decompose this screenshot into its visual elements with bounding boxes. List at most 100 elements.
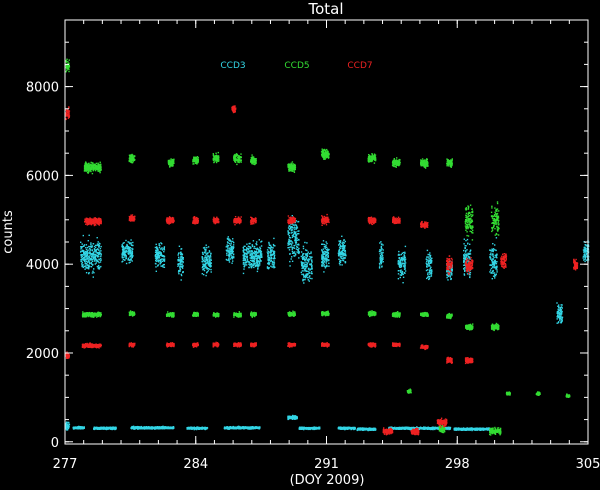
data-point bbox=[240, 427, 243, 429]
data-point bbox=[80, 241, 82, 243]
data-point bbox=[95, 249, 97, 252]
data-point bbox=[100, 245, 102, 248]
data-point bbox=[163, 247, 165, 249]
data-point bbox=[247, 426, 250, 428]
data-point bbox=[157, 259, 159, 261]
data-point bbox=[159, 245, 161, 247]
data-point bbox=[472, 428, 474, 430]
data-point bbox=[208, 264, 211, 266]
data-point bbox=[179, 252, 182, 254]
data-point bbox=[98, 268, 100, 270]
data-point bbox=[97, 427, 100, 429]
data-point bbox=[93, 248, 96, 250]
data-point bbox=[244, 426, 247, 428]
data-point bbox=[180, 256, 182, 258]
data-point bbox=[82, 245, 85, 247]
data-point bbox=[182, 261, 184, 264]
data-point bbox=[180, 248, 183, 250]
data-point bbox=[83, 244, 86, 246]
data-point bbox=[206, 259, 208, 262]
data-point bbox=[208, 251, 211, 253]
data-point bbox=[179, 261, 182, 264]
data-point bbox=[106, 426, 108, 429]
data-point bbox=[98, 249, 100, 251]
data-points bbox=[65, 58, 590, 436]
data-point bbox=[155, 266, 157, 268]
data-point bbox=[287, 418, 289, 420]
data-point bbox=[204, 428, 206, 430]
data-point bbox=[471, 429, 473, 432]
data-point bbox=[179, 260, 181, 262]
data-point bbox=[66, 421, 68, 424]
data-point bbox=[86, 251, 88, 254]
data-point bbox=[192, 428, 195, 430]
data-point bbox=[127, 246, 129, 248]
data-point bbox=[150, 427, 152, 430]
data-point bbox=[209, 264, 212, 266]
data-point bbox=[82, 234, 84, 237]
data-point bbox=[93, 257, 95, 259]
data-point bbox=[370, 429, 372, 431]
data-point bbox=[158, 246, 161, 249]
data-point bbox=[98, 246, 100, 248]
data-point bbox=[246, 427, 249, 429]
data-point bbox=[86, 250, 88, 252]
data-point bbox=[430, 428, 433, 430]
data-point bbox=[182, 257, 184, 259]
data-point bbox=[163, 428, 165, 430]
data-point bbox=[154, 254, 157, 256]
data-point bbox=[161, 258, 163, 260]
data-point bbox=[94, 427, 96, 429]
data-point bbox=[87, 249, 89, 251]
data-point bbox=[181, 253, 184, 256]
data-point bbox=[156, 248, 159, 250]
data-point bbox=[160, 242, 162, 244]
data-point bbox=[229, 247, 231, 249]
data-point bbox=[201, 267, 204, 269]
data-point bbox=[85, 253, 87, 255]
data-point bbox=[359, 429, 361, 431]
data-point bbox=[228, 242, 231, 245]
data-point bbox=[205, 427, 207, 429]
data-point bbox=[91, 249, 93, 252]
data-point bbox=[129, 255, 131, 257]
data-point bbox=[98, 427, 101, 429]
data-point bbox=[293, 416, 295, 418]
data-point bbox=[155, 243, 157, 246]
data-point bbox=[163, 246, 166, 248]
data-point bbox=[202, 268, 205, 270]
data-point bbox=[139, 426, 141, 428]
data-point bbox=[204, 246, 206, 249]
data-point bbox=[424, 428, 426, 430]
data-point bbox=[178, 263, 180, 265]
data-point bbox=[137, 428, 139, 430]
data-point bbox=[89, 250, 91, 252]
data-point bbox=[80, 246, 82, 248]
data-point bbox=[233, 241, 235, 244]
data-point bbox=[296, 417, 298, 420]
data-point bbox=[208, 262, 211, 265]
data-point bbox=[92, 276, 94, 278]
data-point bbox=[228, 426, 230, 428]
data-point bbox=[161, 243, 163, 245]
data-point bbox=[392, 427, 394, 430]
data-point bbox=[154, 251, 157, 253]
data-point bbox=[85, 266, 87, 268]
data-point bbox=[145, 427, 148, 430]
data-point bbox=[204, 255, 206, 257]
data-point bbox=[87, 267, 89, 270]
data-point bbox=[295, 415, 297, 417]
data-point bbox=[163, 427, 165, 429]
data-point bbox=[206, 246, 208, 249]
data-point bbox=[86, 255, 88, 258]
data-point bbox=[121, 245, 124, 247]
data-point bbox=[132, 255, 134, 257]
data-point bbox=[349, 427, 352, 430]
data-point bbox=[96, 256, 99, 258]
data-point bbox=[416, 426, 418, 428]
data-point bbox=[207, 261, 209, 263]
data-point bbox=[65, 425, 67, 427]
data-point bbox=[364, 428, 366, 430]
data-point bbox=[391, 426, 393, 428]
data-point bbox=[181, 256, 183, 258]
